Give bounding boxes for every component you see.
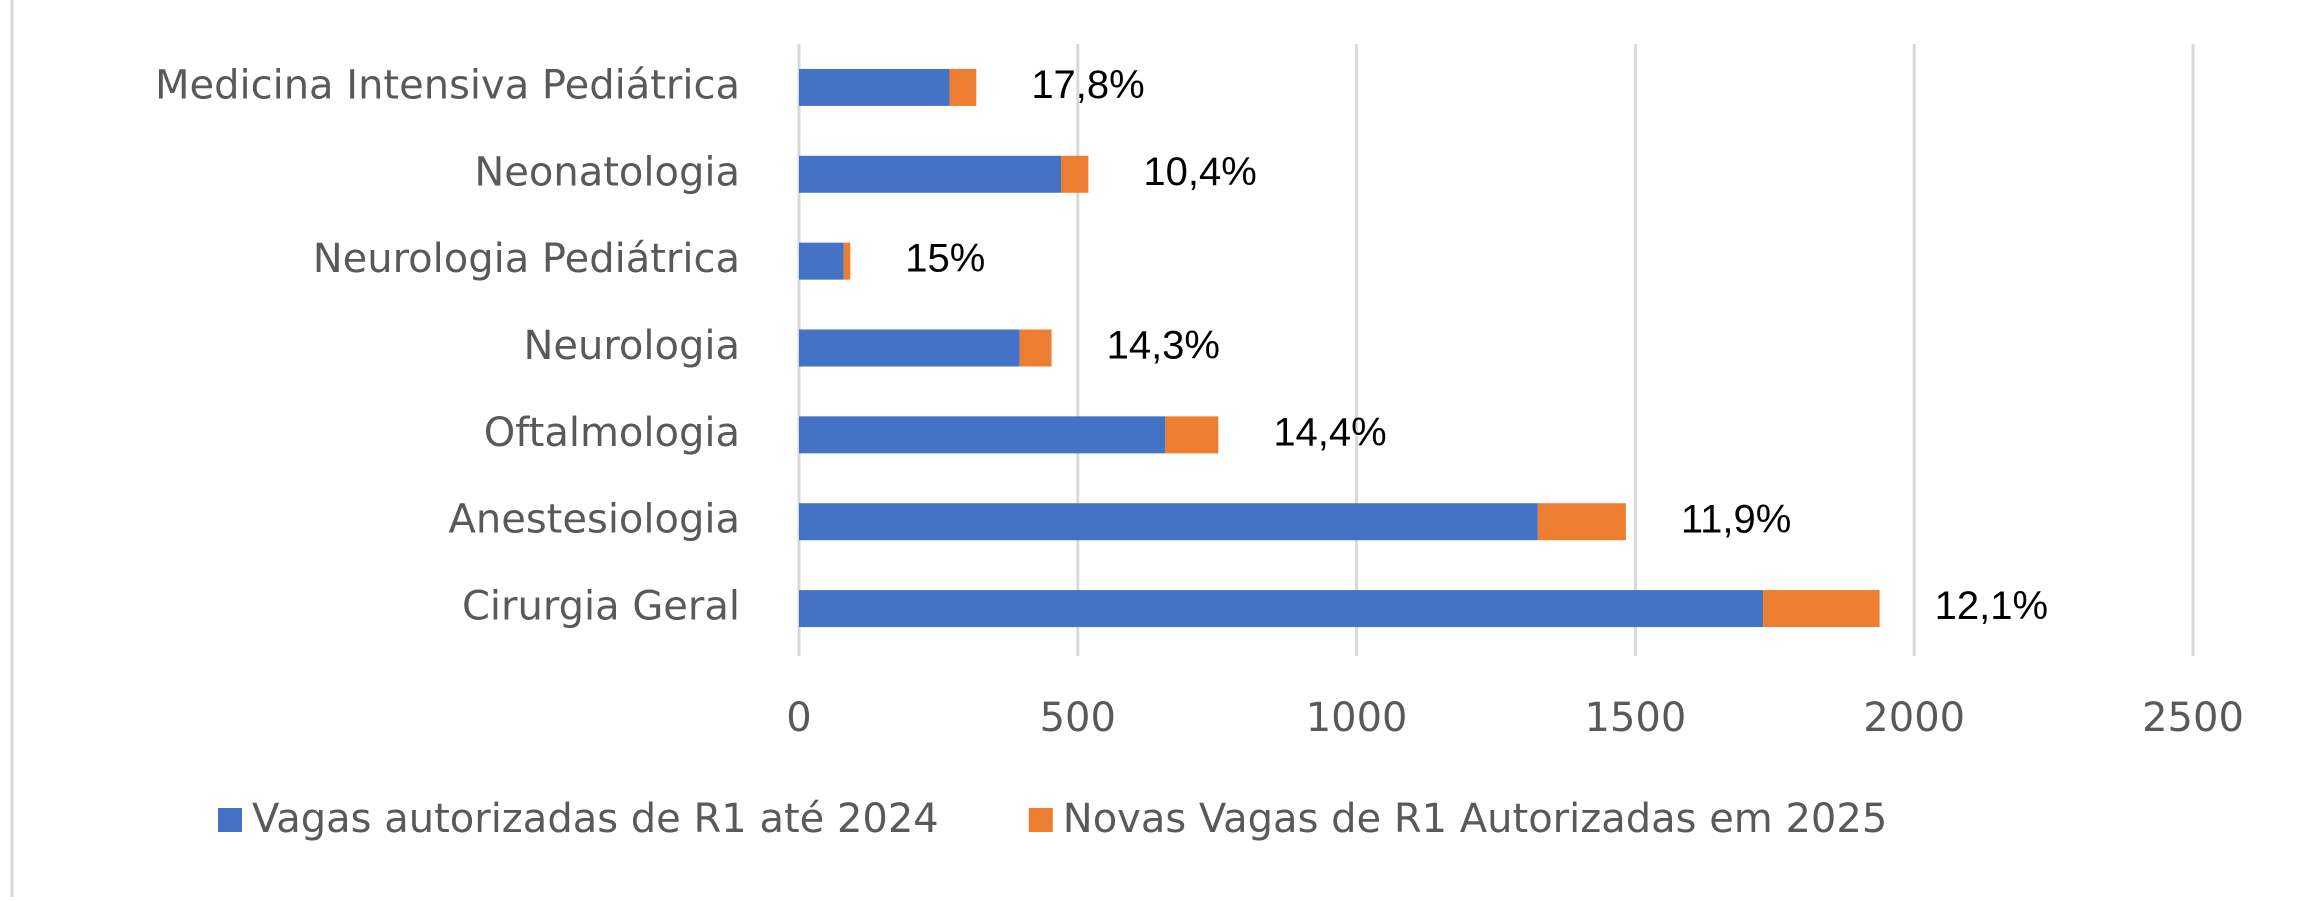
bar-segment	[799, 590, 1764, 628]
bar-segment	[799, 68, 950, 106]
bar-annotation: 15%	[905, 237, 985, 281]
x-tick-label: 500	[1040, 695, 1116, 741]
y-tick-label: Neonatologia	[474, 149, 740, 195]
bar-segment	[799, 416, 1166, 454]
bar-segment	[843, 242, 851, 280]
y-tick-label: Oftalmologia	[484, 410, 740, 456]
y-tick-label: Medicina Intensiva Pediátrica	[155, 62, 740, 108]
y-tick-label: Neurologia	[523, 323, 740, 369]
bar-annotation: 11,9%	[1681, 497, 1791, 541]
x-tick-label: 1000	[1306, 695, 1408, 741]
bar-segment	[1061, 155, 1089, 193]
y-tick-label: Cirurgia Geral	[462, 584, 740, 630]
legend-label: Vagas autorizadas de R1 até 2024	[252, 796, 939, 842]
bar-annotation: 12,1%	[1935, 584, 2048, 628]
bar-segment	[949, 68, 977, 106]
x-tick-label: 2500	[2142, 695, 2244, 741]
x-tick-label: 1500	[1585, 695, 1687, 741]
bar-segment	[1763, 590, 1880, 628]
bar-annotation: 10,4%	[1143, 150, 1256, 194]
x-tick-label: 2000	[1863, 695, 1965, 741]
bar-segment	[799, 155, 1062, 193]
y-tick-label: Neurologia Pediátrica	[313, 236, 740, 282]
bar-annotation: 17,8%	[1031, 63, 1144, 107]
bar-segment	[1019, 329, 1052, 367]
x-tick-label: 0	[786, 695, 811, 741]
legend-swatch	[1028, 808, 1053, 832]
y-tick-label: Anestesiologia	[449, 497, 740, 543]
bar-annotation: 14,4%	[1273, 410, 1386, 454]
bar-segment	[799, 503, 1538, 541]
legend-swatch	[218, 808, 242, 832]
bar-segment	[1165, 416, 1219, 454]
bar-segment	[1537, 503, 1626, 541]
legend-label: Novas Vagas de R1 Autorizadas em 2025	[1063, 796, 1888, 842]
bar-segment	[799, 329, 1020, 367]
bar-segment	[799, 242, 844, 280]
bar-annotation: 14,3%	[1107, 324, 1220, 368]
